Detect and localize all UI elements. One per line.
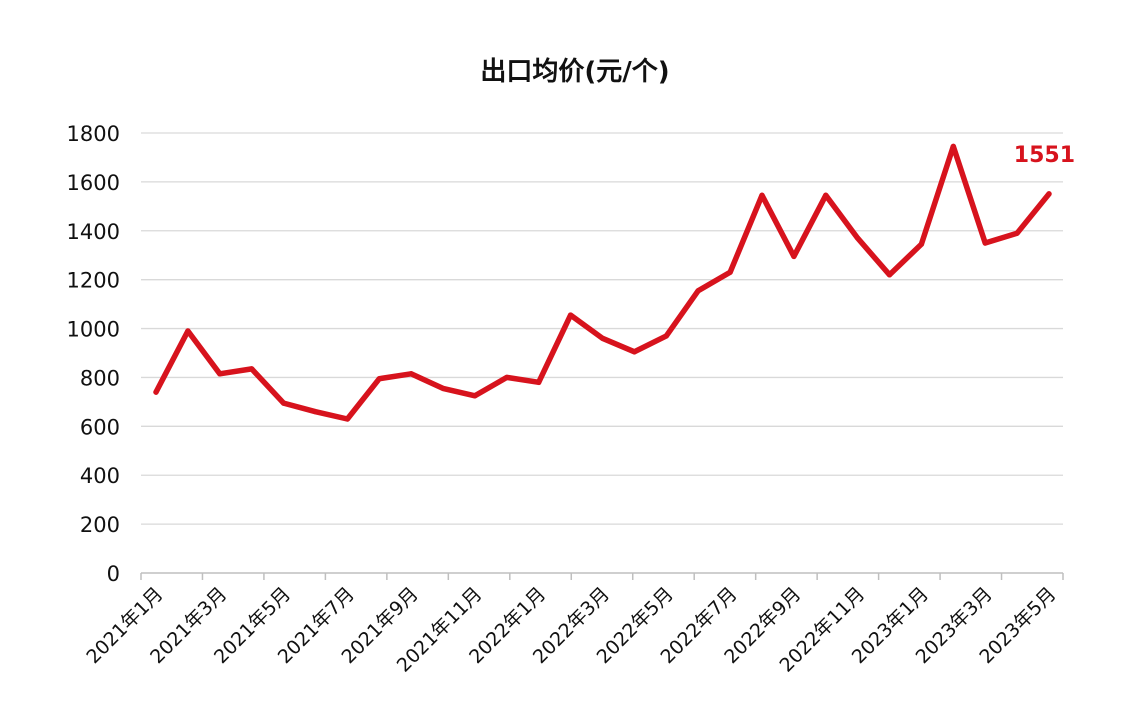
data-point-1 <box>185 328 191 334</box>
annotation-layer: 1551 <box>1014 143 1075 168</box>
series-layer <box>153 143 1052 422</box>
x-axis <box>140 572 1064 580</box>
data-point-9 <box>440 385 446 392</box>
y-tick-label-1600: 1600 <box>67 171 120 195</box>
data-point-18 <box>727 269 733 275</box>
y-tick-label-1800: 1800 <box>67 122 120 146</box>
y-tick-label-400: 400 <box>80 464 120 488</box>
last-value-label: 1551 <box>1014 143 1075 168</box>
y-tick-label-1400: 1400 <box>67 220 120 244</box>
data-point-27 <box>1014 230 1020 236</box>
data-point-21 <box>823 192 829 198</box>
y-tick-label-1000: 1000 <box>67 318 120 342</box>
x-axis-tick-labels: 2021年1月2021年3月2021年5月2021年7月2021年9月2021年… <box>82 583 1060 677</box>
data-point-28 <box>1046 191 1052 197</box>
data-point-10 <box>472 393 478 399</box>
y-tick-label-600: 600 <box>80 415 120 439</box>
data-point-23 <box>886 272 893 278</box>
data-point-13 <box>568 312 574 318</box>
data-point-5 <box>312 409 319 415</box>
y-tick-label-0: 0 <box>107 562 120 586</box>
data-point-26 <box>982 240 988 246</box>
grid-lines <box>141 132 1063 525</box>
data-point-3 <box>249 366 255 372</box>
data-point-6 <box>344 416 350 422</box>
data-point-11 <box>504 374 510 381</box>
y-axis-tick-labels: 0 200 400 600 800 1000 1200 1400 1600 1800 <box>67 122 120 586</box>
data-point-15 <box>631 349 637 355</box>
data-point-0 <box>153 389 159 395</box>
data-point-4 <box>280 400 287 406</box>
data-point-20 <box>791 253 797 260</box>
data-point-19 <box>759 192 765 198</box>
data-point-22 <box>855 235 861 241</box>
y-tick-label-1200: 1200 <box>67 269 120 293</box>
y-tick-label-800: 800 <box>80 366 120 390</box>
data-point-17 <box>695 288 701 294</box>
y-tick-label-200: 200 <box>80 513 120 537</box>
data-point-8 <box>408 371 414 377</box>
chart-title: 出口均价(元/个) <box>480 57 669 87</box>
data-point-16 <box>663 333 669 339</box>
data-point-12 <box>536 379 542 385</box>
data-point-7 <box>376 376 382 382</box>
data-point-2 <box>217 371 223 377</box>
data-point-24 <box>918 241 925 247</box>
series-line-0 <box>153 143 1052 422</box>
data-point-14 <box>599 335 606 341</box>
data-point-25 <box>950 143 956 150</box>
